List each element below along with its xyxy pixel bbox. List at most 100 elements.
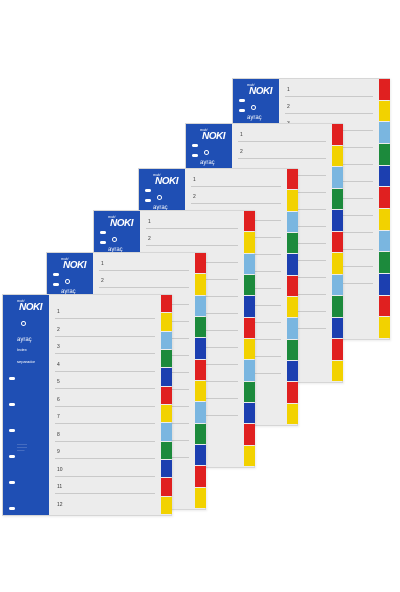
row-number: 1 xyxy=(193,177,196,183)
index-tab[interactable] xyxy=(195,487,206,508)
index-tab[interactable] xyxy=(161,441,172,459)
index-tab[interactable] xyxy=(244,381,255,402)
index-tab[interactable] xyxy=(379,100,390,122)
index-tab[interactable] xyxy=(287,360,298,382)
index-tab[interactable] xyxy=(287,190,298,211)
band-label: ayraç xyxy=(108,247,123,253)
punch-hole-icon xyxy=(239,109,245,112)
divider-sheet-front: noki NOKI ayraç Index separador ———— ———— ——— 1 2… xyxy=(2,294,172,516)
index-tab[interactable] xyxy=(287,169,298,190)
punch-hole-icon xyxy=(192,154,198,157)
index-tab[interactable] xyxy=(379,79,390,100)
index-tab[interactable] xyxy=(161,478,172,496)
index-tab[interactable] xyxy=(195,359,206,380)
punch-hole-icon xyxy=(53,283,59,286)
punch-hole-icon xyxy=(239,99,245,102)
index-tab[interactable] xyxy=(161,496,172,514)
index-tab-icon xyxy=(65,279,70,284)
ruled-line xyxy=(55,388,155,389)
index-tab[interactable] xyxy=(161,368,172,386)
index-tab[interactable] xyxy=(161,404,172,423)
index-tab[interactable] xyxy=(195,316,206,338)
index-tab[interactable] xyxy=(195,253,206,274)
index-tab[interactable] xyxy=(244,274,255,296)
index-tab[interactable] xyxy=(244,211,255,232)
index-tab[interactable] xyxy=(379,230,390,252)
index-tab[interactable] xyxy=(195,338,206,359)
brand-logo: NOKI xyxy=(19,302,43,313)
brand-logo: NOKI xyxy=(63,260,87,271)
index-tab[interactable] xyxy=(195,274,206,295)
index-tab[interactable] xyxy=(244,232,255,253)
index-tab[interactable] xyxy=(161,313,172,331)
index-tab[interactable] xyxy=(332,360,343,381)
index-tab[interactable] xyxy=(244,296,255,317)
index-tab[interactable] xyxy=(332,145,343,166)
index-tab[interactable] xyxy=(379,209,390,230)
index-tab[interactable] xyxy=(379,122,390,144)
punch-hole-icon xyxy=(9,481,15,484)
index-tab[interactable] xyxy=(379,252,390,274)
index-tab[interactable] xyxy=(161,349,172,368)
index-tab[interactable] xyxy=(332,317,343,338)
index-tab[interactable] xyxy=(332,296,343,317)
index-tab[interactable] xyxy=(161,423,172,441)
index-tab[interactable] xyxy=(195,444,206,466)
index-tab[interactable] xyxy=(332,253,343,274)
index-tab[interactable] xyxy=(287,339,298,360)
row-number: 2 xyxy=(57,326,60,333)
row-number: 7 xyxy=(57,414,60,420)
index-tab[interactable] xyxy=(161,459,172,478)
index-tab[interactable] xyxy=(379,295,390,317)
index-tab[interactable] xyxy=(287,254,298,275)
index-tab[interactable] xyxy=(332,210,343,231)
index-tab[interactable] xyxy=(244,317,255,338)
index-tab[interactable] xyxy=(287,318,298,339)
index-tab[interactable] xyxy=(161,331,172,349)
index-tab[interactable] xyxy=(332,339,343,360)
index-tab[interactable] xyxy=(244,253,255,274)
row-number: 1 xyxy=(101,261,104,267)
index-tab[interactable] xyxy=(332,167,343,188)
ruled-line xyxy=(55,440,155,442)
index-tab[interactable] xyxy=(332,231,343,252)
index-tab[interactable] xyxy=(195,466,206,487)
index-tab[interactable] xyxy=(287,403,298,424)
index-tab[interactable] xyxy=(287,275,298,296)
ruled-line xyxy=(55,423,155,424)
index-tab[interactable] xyxy=(379,165,390,187)
row-number: 4 xyxy=(57,361,60,368)
index-tab[interactable] xyxy=(379,274,390,295)
ruled-line xyxy=(55,458,155,459)
index-tab-icon xyxy=(21,321,26,326)
index-tab[interactable] xyxy=(195,295,206,316)
index-tab[interactable] xyxy=(332,188,343,209)
index-tab[interactable] xyxy=(244,402,255,424)
row-number: 9 xyxy=(57,449,60,455)
ruled-line xyxy=(99,287,189,288)
index-tab[interactable] xyxy=(244,445,255,466)
index-tab[interactable] xyxy=(287,382,298,403)
index-tab[interactable] xyxy=(379,187,390,209)
index-tab[interactable] xyxy=(161,386,172,404)
index-tab[interactable] xyxy=(195,402,206,423)
index-tab[interactable] xyxy=(287,232,298,254)
index-tab[interactable] xyxy=(244,338,255,360)
index-tab[interactable] xyxy=(379,144,390,165)
index-tab[interactable] xyxy=(332,274,343,295)
index-tab[interactable] xyxy=(195,380,206,402)
row-number: 3 xyxy=(57,344,60,350)
index-tab[interactable] xyxy=(379,317,390,339)
index-tab[interactable] xyxy=(161,295,172,313)
row-number: 12 xyxy=(57,501,63,508)
band-label: ayraç xyxy=(247,115,262,121)
index-tab[interactable] xyxy=(195,423,206,444)
ruled-line xyxy=(99,270,189,271)
index-tab[interactable] xyxy=(287,296,298,318)
row-number: 2 xyxy=(287,104,290,110)
index-tab[interactable] xyxy=(244,360,255,381)
band-label: ayraç xyxy=(61,289,76,295)
index-tab[interactable] xyxy=(332,124,343,145)
index-tab[interactable] xyxy=(244,424,255,445)
index-tab[interactable] xyxy=(287,211,298,232)
